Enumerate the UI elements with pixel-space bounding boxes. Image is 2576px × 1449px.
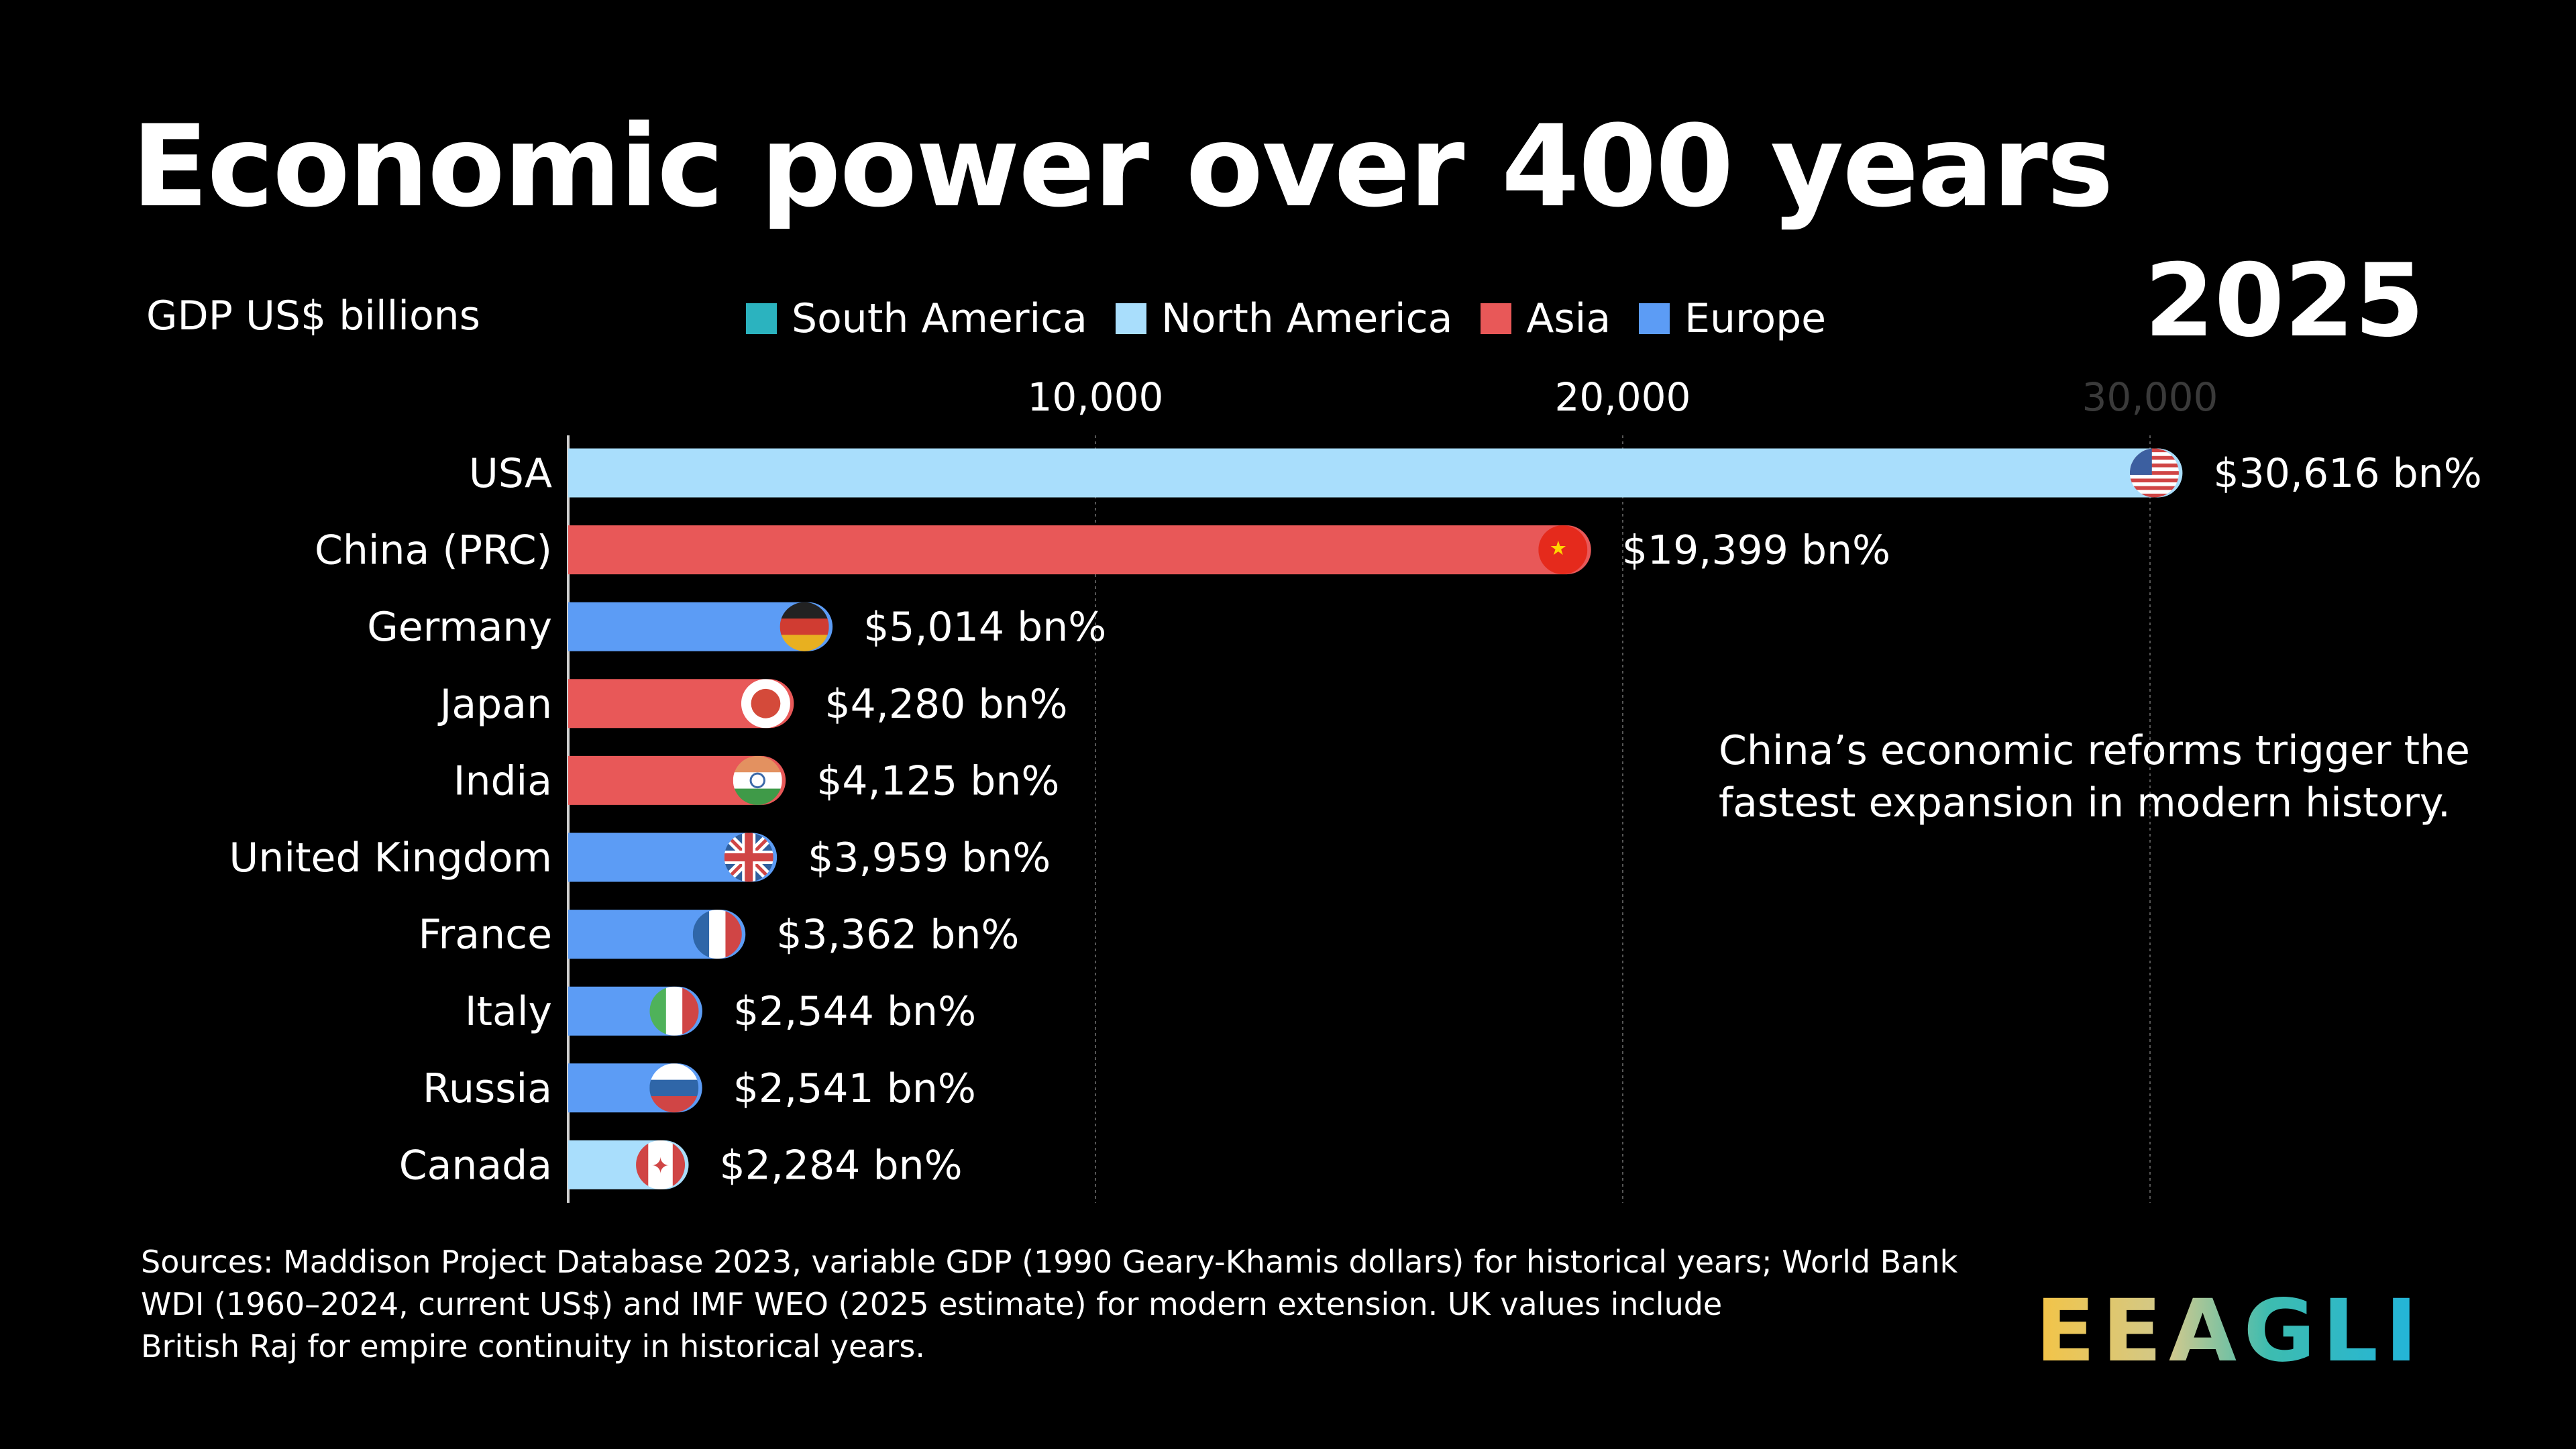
gb-flag-icon	[724, 833, 773, 882]
value-label: $19,399 bn%	[1622, 527, 1890, 574]
bar	[568, 525, 1591, 575]
bar	[568, 602, 833, 651]
legend-swatch	[1639, 303, 1670, 334]
star: ★	[1550, 537, 1567, 559]
bar	[568, 679, 794, 729]
category-label: India	[453, 757, 552, 804]
eeagli-logo: EEAGLI	[2035, 1288, 2424, 1368]
category-label: United Kingdom	[229, 835, 552, 881]
x-tick-label: 10,000	[1028, 374, 1164, 420]
sources-note: Sources: Maddison Project Database 2023,…	[141, 1241, 1957, 1368]
annotation-line: China’s economic reforms trigger the	[1719, 727, 2470, 774]
bar	[568, 833, 777, 882]
category-label: France	[418, 912, 552, 959]
svg-text:EEAGLI: EEAGLI	[2035, 1288, 2424, 1368]
sources-line: British Raj for empire continuity in his…	[141, 1328, 925, 1364]
legend-swatch	[1481, 303, 1512, 334]
legend-label: Europe	[1684, 295, 1827, 342]
value-label: $4,280 bn%	[824, 681, 1067, 728]
category-label: Russia	[423, 1065, 552, 1112]
legend-swatch	[746, 303, 777, 334]
category-label: Germany	[367, 604, 552, 651]
legend-label: South America	[792, 295, 1087, 342]
annotation-line: fastest expansion in modern history.	[1719, 780, 2451, 826]
chart-title: Economic power over 400 years	[131, 101, 2114, 232]
category-label: Italy	[465, 988, 552, 1035]
cn-flag-icon: ★	[1538, 525, 1588, 575]
value-label: $3,959 bn%	[808, 835, 1051, 881]
sources-line: Sources: Maddison Project Database 2023,…	[141, 1244, 1958, 1280]
legend-label: North America	[1161, 295, 1453, 342]
category-label: Japan	[437, 681, 552, 728]
legend: South America North America Asia Europe	[746, 295, 1854, 342]
category-label: USA	[469, 450, 552, 497]
x-tick-label: 20,000	[1555, 374, 1691, 420]
legend-item-asia: Asia	[1481, 295, 1611, 342]
category-label: Canada	[399, 1142, 552, 1189]
value-label: $4,125 bn%	[816, 757, 1059, 804]
svg-text:✦: ✦	[651, 1153, 670, 1179]
value-label: $5,014 bn%	[863, 604, 1106, 651]
legend-swatch	[1115, 303, 1146, 334]
x-tick-label: 30,000	[2082, 374, 2218, 420]
legend-label: Asia	[1526, 295, 1611, 342]
unit-label: GDP US$ billions	[146, 292, 480, 339]
value-label: $2,544 bn%	[733, 988, 976, 1035]
value-label: $2,284 bn%	[720, 1142, 963, 1189]
legend-item-north-america: North America	[1115, 295, 1453, 342]
value-label: $2,541 bn%	[733, 1065, 976, 1112]
sources-line: WDI (1960–2024, current US$) and IMF WEO…	[141, 1286, 1723, 1322]
value-label: $30,616 bn%	[2213, 450, 2481, 497]
legend-item-south-america: South America	[746, 295, 1087, 342]
bar	[568, 755, 786, 805]
jp-flag-icon	[741, 679, 790, 729]
category-label: China (PRC)	[315, 527, 552, 574]
year-label: 2025	[2144, 243, 2424, 360]
value-label: $3,362 bn%	[776, 912, 1019, 959]
us-flag-icon	[2129, 448, 2179, 498]
legend-item-europe: Europe	[1639, 295, 1826, 342]
annotation: China’s economic reforms trigger the fas…	[1719, 724, 2470, 829]
bar	[568, 448, 2183, 498]
